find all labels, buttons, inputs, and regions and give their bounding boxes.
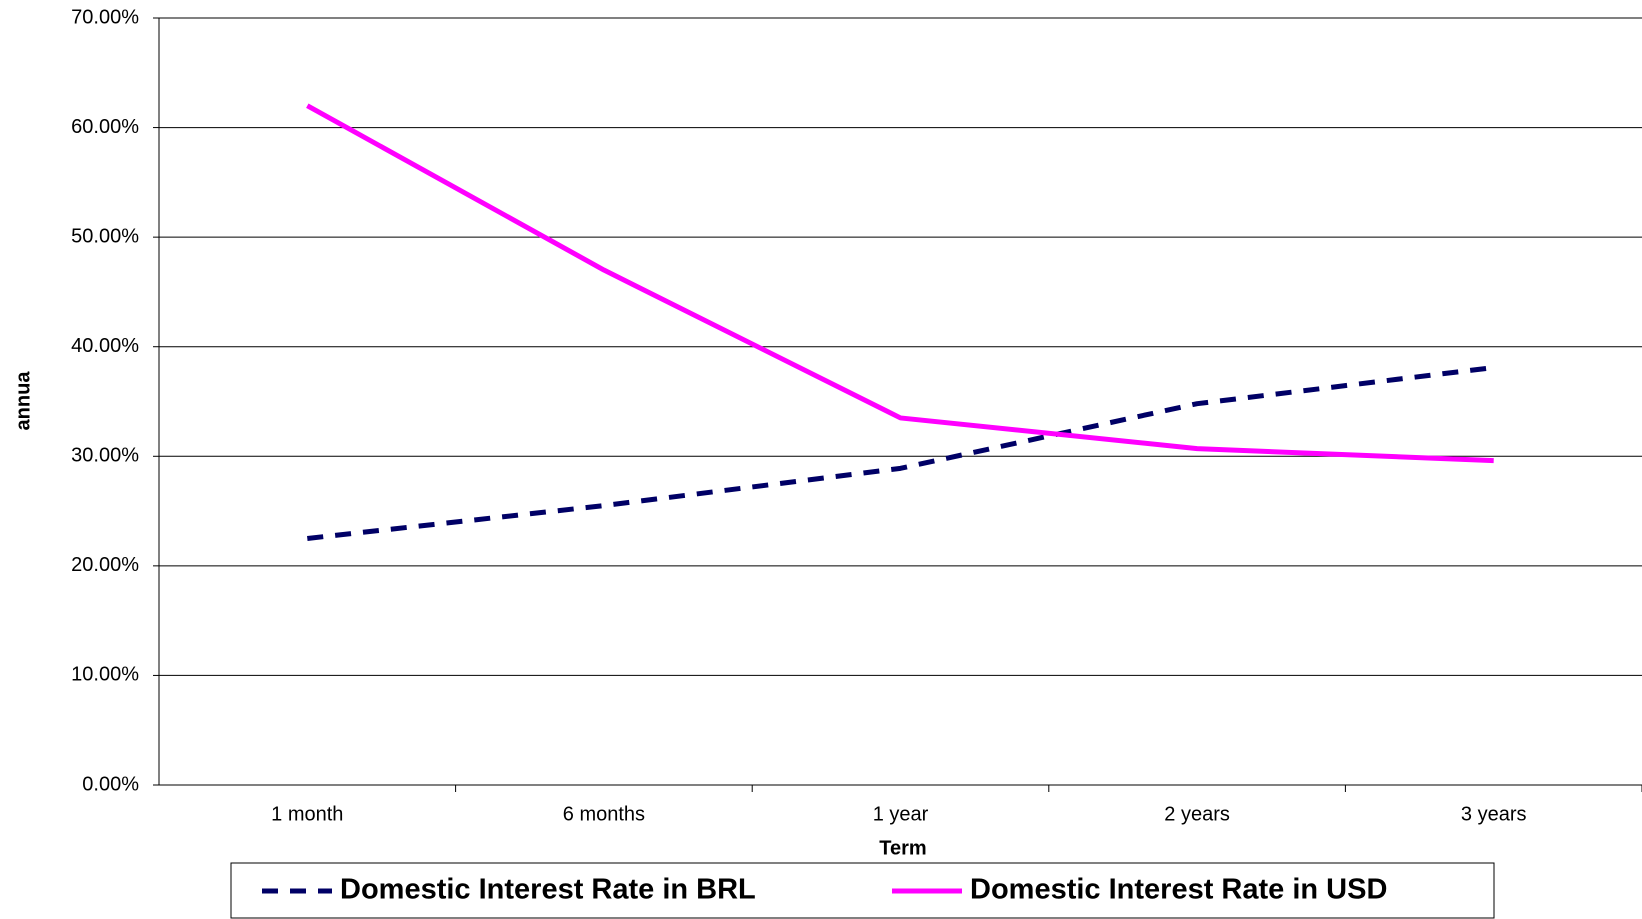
y-tick-label: 40.00% (71, 335, 139, 357)
legend-box (230, 862, 1495, 919)
legend-label: Domestic Interest Rate in BRL (340, 874, 756, 906)
x-axis-label: Term (879, 837, 926, 859)
y-tick-label: 20.00% (71, 554, 139, 576)
x-tick-label: 3 years (1461, 803, 1527, 825)
y-tick-label: 50.00% (71, 225, 139, 247)
y-axis-label: annua (12, 371, 34, 431)
line-series (306, 103, 1494, 464)
y-tick-label: 30.00% (71, 445, 139, 467)
x-tick-label: 6 months (563, 803, 645, 825)
y-tick-label: 0.00% (82, 773, 139, 795)
y-tick-label: 10.00% (71, 664, 139, 686)
y-tick-label: 70.00% (71, 6, 139, 28)
legend-label: Domestic Interest Rate in USD (970, 874, 1387, 906)
x-tick-label: 1 year (873, 803, 929, 825)
y-tick-label: 60.00% (71, 116, 139, 138)
x-tick-label: 1 month (271, 803, 343, 825)
x-tick-label: 2 years (1164, 803, 1230, 825)
line-series (307, 365, 1495, 541)
